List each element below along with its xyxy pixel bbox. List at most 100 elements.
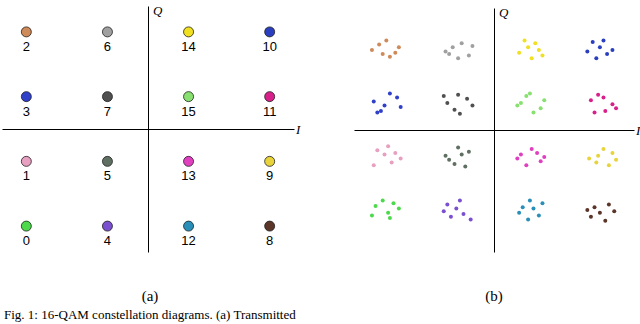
point: [470, 44, 474, 48]
point: [393, 51, 397, 55]
y-axis-line: [148, 7, 149, 253]
point: [21, 221, 31, 231]
point: [445, 101, 449, 105]
y-axis-line: [494, 9, 495, 253]
point-labels: 0123456789101112131415: [23, 39, 277, 248]
point: [594, 56, 598, 60]
point: [605, 52, 609, 56]
point: [596, 154, 600, 158]
panel-title: (b): [485, 288, 503, 305]
points: [21, 27, 274, 231]
point: [519, 101, 523, 105]
point: [542, 155, 546, 159]
point: [515, 156, 519, 160]
point: [399, 156, 403, 160]
point: [442, 94, 446, 98]
point: [447, 158, 451, 162]
point-label: 4: [104, 233, 111, 248]
y-axis-title: Q: [153, 3, 163, 18]
point-label: 12: [181, 233, 195, 248]
point: [379, 109, 383, 113]
point: [589, 98, 593, 102]
point: [539, 106, 543, 110]
point: [390, 161, 394, 165]
point: [528, 91, 532, 95]
x-axis-title: I: [295, 122, 301, 137]
point: [519, 152, 523, 156]
point-label: 8: [266, 233, 273, 248]
point: [458, 112, 462, 116]
panel: IQ(b): [355, 5, 640, 305]
point-label: 2: [23, 39, 30, 54]
point: [517, 211, 521, 215]
point-label: 15: [181, 104, 195, 119]
point: [537, 48, 541, 52]
point: [456, 146, 460, 150]
point: [467, 53, 471, 57]
point: [528, 198, 532, 202]
points: [370, 39, 618, 223]
point: [265, 92, 275, 102]
point: [370, 213, 374, 217]
point: [383, 104, 387, 108]
point: [614, 158, 618, 162]
point: [21, 156, 31, 166]
point-label: 3: [23, 104, 30, 119]
point: [460, 152, 464, 156]
point: [542, 98, 546, 102]
point: [540, 53, 544, 57]
y-axis: [494, 9, 495, 253]
point-label: 5: [104, 168, 111, 183]
point: [395, 95, 399, 99]
point: [539, 159, 543, 163]
point-label: 14: [181, 39, 195, 54]
point: [102, 221, 112, 231]
point: [442, 209, 446, 213]
point: [601, 147, 605, 151]
point: [461, 212, 465, 216]
point-label: 9: [266, 168, 273, 183]
point: [593, 110, 597, 114]
y-axis: [148, 7, 149, 253]
point: [453, 162, 457, 166]
point: [453, 108, 457, 112]
point: [530, 56, 534, 60]
point: [265, 221, 275, 231]
point: [386, 144, 390, 148]
point: [456, 56, 460, 60]
point: [594, 161, 598, 165]
point: [447, 52, 451, 56]
point: [589, 215, 593, 219]
point-label: 11: [263, 104, 277, 119]
point: [397, 45, 401, 49]
point: [383, 152, 387, 156]
point: [591, 40, 595, 44]
point: [531, 110, 535, 114]
point: [460, 41, 464, 45]
point-label: 7: [104, 104, 111, 119]
point: [391, 201, 395, 205]
point-label: 0: [23, 233, 30, 248]
point: [388, 216, 392, 220]
point: [533, 41, 537, 45]
point: [449, 215, 453, 219]
point: [612, 209, 616, 213]
x-axis-title: I: [635, 123, 640, 138]
point: [526, 217, 530, 221]
point: [384, 39, 388, 43]
point: [603, 219, 607, 223]
point: [265, 27, 275, 37]
point: [587, 156, 591, 160]
point: [467, 150, 471, 154]
point: [102, 156, 112, 166]
point: [21, 92, 31, 102]
point: [526, 45, 530, 49]
point: [596, 93, 600, 97]
point: [397, 207, 401, 211]
point: [601, 39, 605, 43]
point: [470, 104, 474, 108]
point: [465, 97, 469, 101]
point: [524, 163, 528, 167]
point: [585, 49, 589, 53]
point: [381, 198, 385, 202]
